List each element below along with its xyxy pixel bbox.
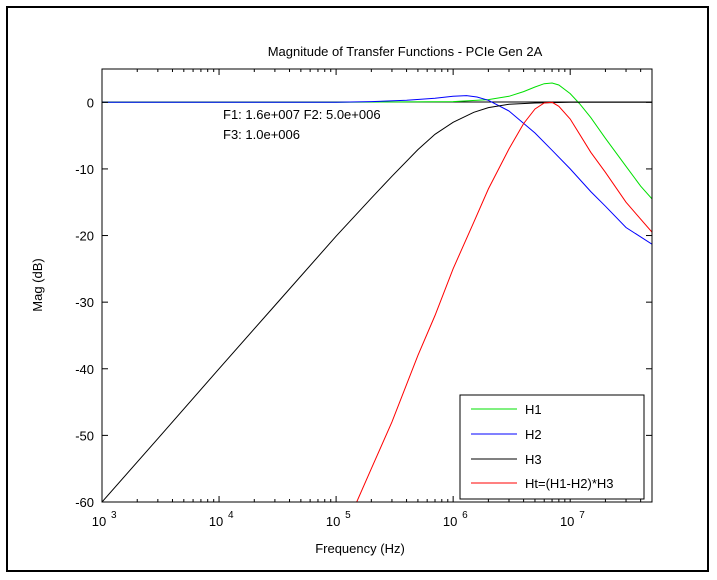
annotation-f3: F3: 1.0e+006 — [223, 127, 300, 142]
legend-box — [459, 394, 645, 500]
y-tick-label: -50 — [75, 428, 94, 443]
series-line-2 — [102, 95, 652, 245]
x-tick-exponent: 7 — [579, 510, 585, 521]
series-layer — [102, 82, 652, 502]
x-tick-exponent: 6 — [462, 510, 468, 521]
y-axis-label: Mag (dB) — [30, 258, 45, 311]
x-tick-label: 10 — [560, 514, 574, 529]
series-line-4 — [356, 101, 652, 502]
x-tick-label: 10 — [92, 514, 106, 529]
tick-layer: 10 3 10 4 10 5 10 6 10 7 0 -10 -20 -30 -40 -50 -60 — [75, 69, 653, 529]
y-tick-label: -10 — [75, 162, 94, 177]
y-tick-label: 0 — [87, 95, 94, 110]
plot-border — [101, 68, 653, 503]
x-tick-label: 10 — [326, 514, 340, 529]
y-tick-label: -40 — [75, 362, 94, 377]
x-tick-label: 10 — [443, 514, 457, 529]
x-axis-label: Frequency (Hz) — [315, 541, 405, 556]
chart-title: Magnitude of Transfer Functions - PCIe G… — [268, 44, 543, 59]
y-tick-label: -30 — [75, 295, 94, 310]
legend-label: Ht=(H1-H2)*H3 — [525, 476, 614, 491]
y-tick-label: -60 — [75, 495, 94, 510]
y-tick-label: -20 — [75, 229, 94, 244]
x-tick-exponent: 3 — [111, 510, 117, 521]
legend: H1 H2 H3 Ht=(H1-H2)*H3 — [459, 394, 645, 500]
x-tick-label: 10 — [209, 514, 223, 529]
series-line-3 — [102, 101, 652, 502]
legend-label: H2 — [525, 427, 542, 442]
legend-label: H3 — [525, 452, 542, 467]
x-tick-exponent: 4 — [228, 510, 234, 521]
series-line-1 — [102, 82, 652, 200]
legend-label: H1 — [525, 402, 542, 417]
annotation-f1-f2: F1: 1.6e+007 F2: 5.0e+006 — [223, 107, 381, 122]
x-tick-exponent: 5 — [345, 510, 351, 521]
